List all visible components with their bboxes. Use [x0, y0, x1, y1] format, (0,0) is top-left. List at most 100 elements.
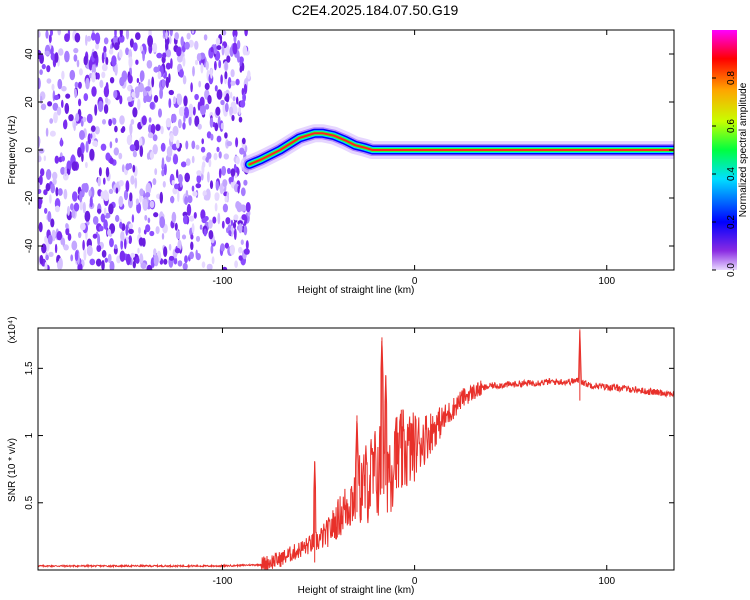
noise-blob — [118, 195, 124, 208]
noise-blob — [191, 140, 196, 150]
noise-blob — [98, 167, 102, 177]
noise-blob — [218, 59, 222, 69]
noise-blob — [204, 216, 209, 221]
noise-blob — [126, 96, 133, 102]
noise-blob — [178, 118, 182, 129]
noise-blob — [227, 224, 232, 231]
noise-blob — [89, 133, 93, 139]
noise-blob — [214, 192, 220, 200]
noise-blob — [121, 126, 126, 133]
noise-blob — [129, 123, 133, 135]
noise-blob — [152, 134, 158, 142]
noise-blob — [203, 228, 207, 237]
noise-blob — [235, 137, 239, 148]
noise-blob — [73, 122, 76, 132]
y-tick-label: 20 — [24, 96, 35, 108]
noise-blob — [120, 231, 125, 242]
noise-blob — [88, 59, 93, 71]
noise-blob — [201, 261, 206, 269]
noise-blob — [135, 59, 139, 65]
noise-blob — [119, 76, 125, 87]
noise-blob — [105, 152, 111, 161]
x-tick-label: 100 — [598, 276, 615, 287]
noise-blob — [135, 256, 140, 264]
noise-blob — [160, 142, 166, 152]
noise-blob — [82, 116, 87, 123]
noise-blob — [96, 244, 102, 252]
spectrogram-chart: -100 0 100 -40 -20 0 20 40 Height of straight l… — [7, 29, 749, 296]
noise-blob — [196, 53, 202, 62]
noise-blob — [240, 100, 246, 108]
noise-blob — [153, 248, 157, 256]
noise-blob — [207, 94, 212, 105]
noise-blob — [237, 185, 240, 194]
noise-blob — [245, 202, 251, 213]
noise-blob — [38, 77, 41, 90]
noise-blob — [79, 130, 85, 140]
noise-blob — [97, 176, 101, 187]
noise-blob — [160, 125, 164, 135]
noise-blob — [45, 254, 49, 261]
noise-blob — [206, 131, 212, 139]
noise-blob — [128, 223, 133, 229]
noise-blob — [54, 243, 58, 254]
noise-blob — [176, 46, 182, 57]
noise-blob — [212, 216, 217, 224]
noise-blob — [174, 32, 179, 41]
y-tick-label: 40 — [24, 48, 35, 60]
noise-blob — [139, 188, 144, 197]
noise-blob — [134, 177, 138, 189]
noise-blob — [199, 224, 203, 230]
noise-blob — [224, 132, 228, 139]
noise-blob — [185, 190, 189, 196]
noise-blob — [71, 240, 78, 251]
x-tick-label: -100 — [212, 576, 232, 587]
noise-blob — [209, 180, 214, 190]
noise-blob — [45, 183, 51, 192]
noise-blob — [128, 56, 133, 68]
noise-blob — [220, 243, 225, 252]
noise-blob — [118, 49, 123, 59]
noise-blob — [48, 34, 52, 44]
noise-blob — [156, 52, 163, 59]
noise-blob — [183, 95, 188, 107]
noise-blob — [222, 203, 228, 213]
noise-blob — [195, 235, 201, 242]
noise-blob — [74, 250, 79, 262]
noise-blob — [130, 119, 135, 125]
noise-blob — [46, 78, 52, 84]
noise-blob — [118, 34, 125, 43]
noise-blob — [141, 115, 147, 126]
noise-blob — [38, 155, 42, 163]
noise-blob — [145, 86, 151, 92]
noise-blob — [54, 52, 59, 63]
noise-blob — [232, 42, 238, 55]
noise-blob — [243, 179, 248, 186]
noise-blob — [165, 117, 172, 128]
noise-blob — [119, 250, 126, 262]
noise-blob — [226, 55, 231, 63]
noise-blob — [50, 218, 55, 228]
noise-blob — [230, 80, 236, 86]
noise-blob — [90, 125, 96, 132]
noise-blob — [52, 102, 59, 111]
noise-blob — [227, 77, 232, 89]
noise-blob — [94, 126, 100, 135]
noise-blob — [162, 52, 167, 59]
noise-blob — [119, 30, 123, 38]
colorbar-tick-label: 0.4 — [726, 167, 737, 181]
noise-blob — [177, 174, 183, 184]
noise-blob — [235, 78, 240, 86]
noise-blob — [71, 209, 76, 218]
noise-blob — [169, 132, 174, 143]
noise-blob — [239, 66, 243, 73]
noise-blob — [125, 180, 130, 193]
noise-blob — [68, 114, 74, 122]
noise-blob — [245, 240, 249, 250]
noise-blob — [234, 260, 239, 269]
noise-blob — [135, 32, 141, 40]
noise-blob — [63, 188, 68, 200]
noise-blob — [136, 202, 142, 214]
noise-blob — [43, 189, 48, 196]
noise-blob — [109, 260, 115, 270]
